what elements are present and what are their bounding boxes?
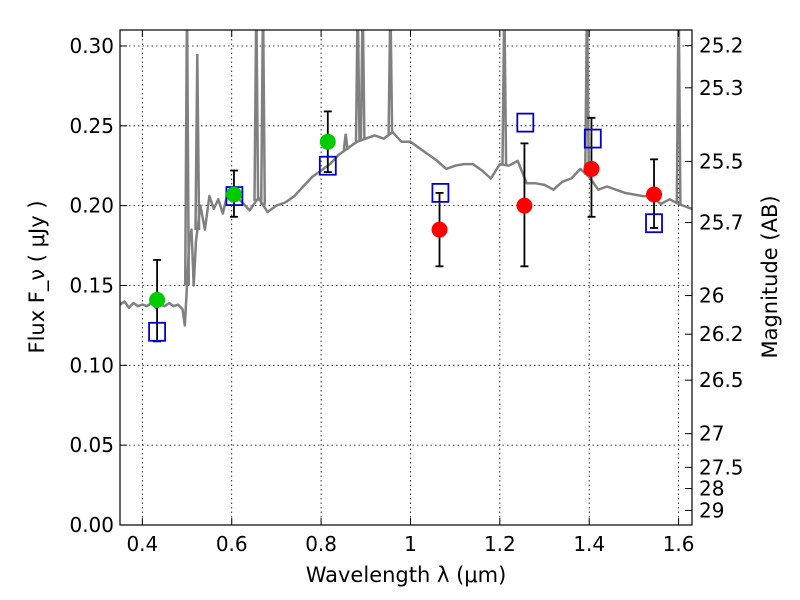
y2-tick-label: 27.5 (699, 455, 744, 479)
emission-line (583, 30, 591, 175)
emission-line (675, 30, 682, 205)
y-tick-label: 0.30 (69, 34, 114, 58)
x-axis-title: Wavelength λ (μm) (306, 563, 507, 587)
y-tick-label: 0.20 (69, 194, 114, 218)
y2-tick-label: 25.5 (699, 149, 744, 173)
grid (120, 30, 692, 525)
observed-point-red (431, 221, 448, 238)
model-photometry-square (148, 321, 166, 342)
y-tick-label: 0.05 (69, 433, 114, 457)
y-axis-title: Flux F_ν ( μJy ) (25, 200, 50, 353)
y2-tick-label: 25.7 (699, 211, 744, 235)
y2-tick-label: 26.2 (699, 322, 744, 346)
plot-frame (119, 29, 693, 526)
y2-axis-title: Magnitude (AB) (758, 195, 782, 358)
x-tick-label: 0.8 (305, 532, 337, 556)
x-tick-label: 1.2 (484, 532, 516, 556)
emission-line (342, 133, 349, 150)
y2-tick-label: 26.5 (699, 368, 744, 392)
y2-tick-label: 26 (699, 284, 724, 308)
emission-line (354, 30, 361, 142)
observed-point-red (583, 160, 600, 177)
model-photometry-square (645, 213, 663, 234)
observed-point-green (149, 291, 166, 308)
emission-line (359, 30, 366, 140)
plot-area (120, 30, 692, 343)
y-tick-label: 0.15 (69, 273, 114, 297)
emission-line (183, 30, 191, 286)
observed-point-green (319, 133, 336, 150)
emission-line (501, 30, 508, 165)
sed-model-line (120, 130, 692, 327)
y2-tick-label: 25.2 (699, 34, 744, 58)
x-tick-label: 0.6 (216, 532, 248, 556)
emission-line (253, 30, 260, 201)
model-photometry-square (583, 128, 602, 149)
observed-point-red (516, 197, 533, 214)
y2-tick-label: 25.3 (699, 76, 744, 100)
emission-line (387, 30, 394, 134)
model-photometry-square (318, 155, 337, 176)
x-tick-label: 0.4 (126, 532, 158, 556)
observed-point-green (225, 186, 242, 203)
y2-tick-label: 29 (699, 498, 724, 522)
x-tick-label: 1.6 (663, 532, 695, 556)
y2-tick-label: 27 (699, 422, 724, 446)
y2-tick-label: 28 (699, 477, 724, 501)
model-photometry-square (431, 182, 450, 203)
axis-ticks: 0.4 0.6 0.8 1 1.2 1.4 1.6 0.00 0.05 0.10 0.15 0.20 0… (69, 30, 744, 556)
x-tick-label: 1 (404, 532, 417, 556)
model-photometry-square (516, 112, 535, 133)
y-tick-label: 0.10 (69, 353, 114, 377)
y-tick-label: 0.00 (69, 513, 114, 537)
emission-line (194, 53, 201, 231)
x-tick-label: 1.4 (573, 532, 605, 556)
observed-point-red (646, 186, 663, 203)
y-tick-label: 0.25 (69, 114, 114, 138)
emission-line (259, 30, 267, 205)
